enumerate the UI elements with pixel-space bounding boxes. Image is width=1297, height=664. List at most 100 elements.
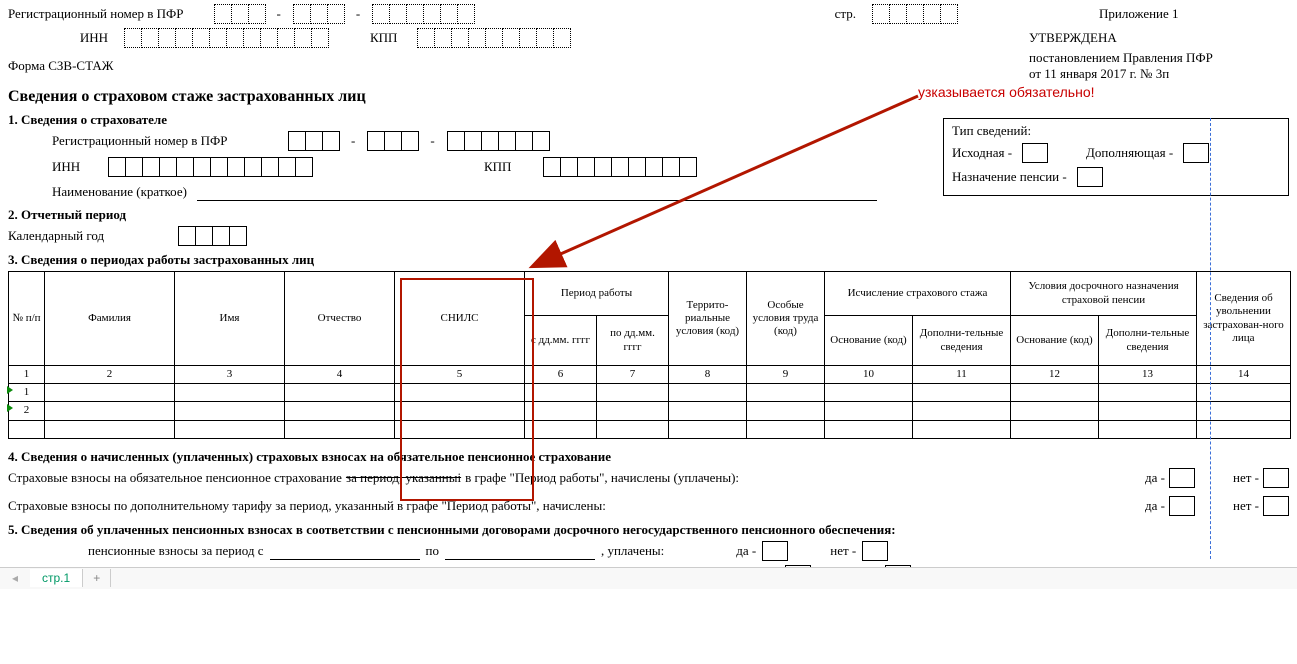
form-label: Форма СЗВ-СТАЖ [8,58,113,74]
colnum: 9 [747,366,825,384]
page-boxes[interactable] [872,4,957,24]
s2-year-label: Календарный год [8,228,168,244]
col-calc: Исчисление страхового стажа [825,272,1011,316]
s4-no-1: нет - [1233,470,1259,486]
s5-yes1-box[interactable] [762,541,788,561]
col-11: Дополни-тельные сведения [913,316,1011,366]
type-opt1-box[interactable] [1022,143,1048,163]
col-early: Условия досрочного назначения страховой … [1011,272,1197,316]
col-3: Имя [175,272,285,366]
s4-yes1-box[interactable] [1169,468,1195,488]
col-6: с дд.мм. гггг [525,316,597,366]
sheet-tab[interactable]: стр.1 [30,569,83,587]
s5-to-1[interactable] [445,542,595,560]
type-opt3-label: Назначение пенсии - [952,169,1067,185]
s1-name-input[interactable] [197,183,877,201]
type-opt1-label: Исходная - [952,145,1012,161]
reg-pfr-label-top: Регистрационный номер в ПФР [8,6,184,22]
type-opt2-label: Дополняющая - [1086,145,1173,161]
s4-no2-box[interactable] [1263,496,1289,516]
colnum: 1 [9,366,45,384]
col-4: Отчество [285,272,395,366]
colnum: 4 [285,366,395,384]
section4-title: 4. Сведения о начисленных (уплаченных) с… [8,449,1289,465]
col-12: Основание (код) [1011,316,1099,366]
inn-boxes-top[interactable] [124,28,328,48]
s5-no1-box[interactable] [862,541,888,561]
colnum: 8 [669,366,747,384]
type-opt2-box[interactable] [1183,143,1209,163]
col-8: Террито-риальные условия (код) [669,272,747,366]
s1-reg-boxes-3[interactable] [447,131,549,151]
reg-pfr-boxes-1[interactable] [214,4,265,24]
col-period: Период работы [525,272,669,316]
col-7: по дд.мм. гггг [597,316,669,366]
main-table: № п/п Фамилия Имя Отчество СНИЛС Период … [8,271,1291,439]
reg-pfr-boxes-2[interactable] [293,4,344,24]
s4-line1-strike: за период, указанныі [346,470,461,486]
s5-line1a: пенсионные взносы за период с [88,543,264,559]
s5-no-1: нет - [830,543,856,559]
sheet-tab-bar: ◂ стр.1 + [0,567,1297,589]
s4-yes2-box[interactable] [1169,496,1195,516]
s1-reg-label: Регистрационный номер в ПФР [52,133,282,149]
s1-inn-label: ИНН [52,159,102,175]
type-info-box: Тип сведений: Исходная - Дополняющая - Н… [943,118,1289,196]
s1-kpp-boxes[interactable] [543,157,696,177]
s4-line2: Страховые взносы по дополнительному тари… [8,498,606,514]
approved-l2: постановлением Правления ПФР [1029,50,1289,66]
row-num: 2 [24,404,30,416]
document-title: Сведения о страховом стаже застрахованны… [8,88,1289,106]
colnum: 13 [1099,366,1197,384]
s1-reg-boxes-1[interactable] [288,131,339,151]
add-sheet-button[interactable]: + [83,569,111,587]
s1-reg-boxes-2[interactable] [367,131,418,151]
table-row[interactable] [9,420,1291,438]
page-label: стр. [835,6,856,22]
section3-title: 3. Сведения о периодах работы застрахова… [8,252,1289,268]
s1-name-label: Наименование (краткое) [52,184,187,200]
table-row[interactable]: 2 [9,402,1291,420]
section5-title: 5. Сведения об уплаченных пенсионных взн… [8,522,1289,538]
annotation-text: узказывается обязательно! [918,84,1095,100]
col-13: Дополни-тельные сведения [1099,316,1197,366]
approved-l3: от 11 января 2017 г. № 3п [1029,66,1289,82]
s5-paid: , уплачены: [601,543,664,559]
section2-title: 2. Отчетный период [8,207,1289,223]
table-row[interactable]: 1 [9,384,1291,402]
s1-inn-boxes[interactable] [108,157,312,177]
col-1: № п/п [9,272,45,366]
s5-yes-1: да - [736,543,756,559]
colnum: 10 [825,366,913,384]
tab-prev-icon[interactable]: ◂ [0,571,30,585]
kpp-label-top: КПП [370,30,397,46]
appendix-label: Приложение 1 [1099,6,1289,22]
s4-line1a: Страховые взносы на обязательное пенсион… [8,470,342,486]
s2-year-boxes[interactable] [178,226,246,246]
colnum: 3 [175,366,285,384]
colnum: 12 [1011,366,1099,384]
inn-label-top: ИНН [8,30,118,46]
col-5: СНИЛС [395,272,525,366]
s4-line1b: в графе "Период работы", начислены (упла… [465,470,739,486]
col-2: Фамилия [45,272,175,366]
colnum: 7 [597,366,669,384]
s5-po-1: по [426,543,439,559]
kpp-boxes-top[interactable] [417,28,570,48]
approved-l1: УТВЕРЖДЕНА [1029,30,1289,46]
col-9: Особые условия труда (код) [747,272,825,366]
row-num: 1 [24,386,30,398]
s4-yes-2: да - [1145,498,1165,514]
colnum: 2 [45,366,175,384]
type-opt3-box[interactable] [1077,167,1103,187]
s4-no1-box[interactable] [1263,468,1289,488]
s1-kpp-label: КПП [484,159,511,175]
colnum: 6 [525,366,597,384]
col-10: Основание (код) [825,316,913,366]
s4-yes-1: да - [1145,470,1165,486]
type-title: Тип сведений: [952,123,1280,139]
colnum: 11 [913,366,1011,384]
reg-pfr-boxes-3[interactable] [372,4,474,24]
page-boundary [1210,118,1211,559]
s5-from-1[interactable] [270,542,420,560]
